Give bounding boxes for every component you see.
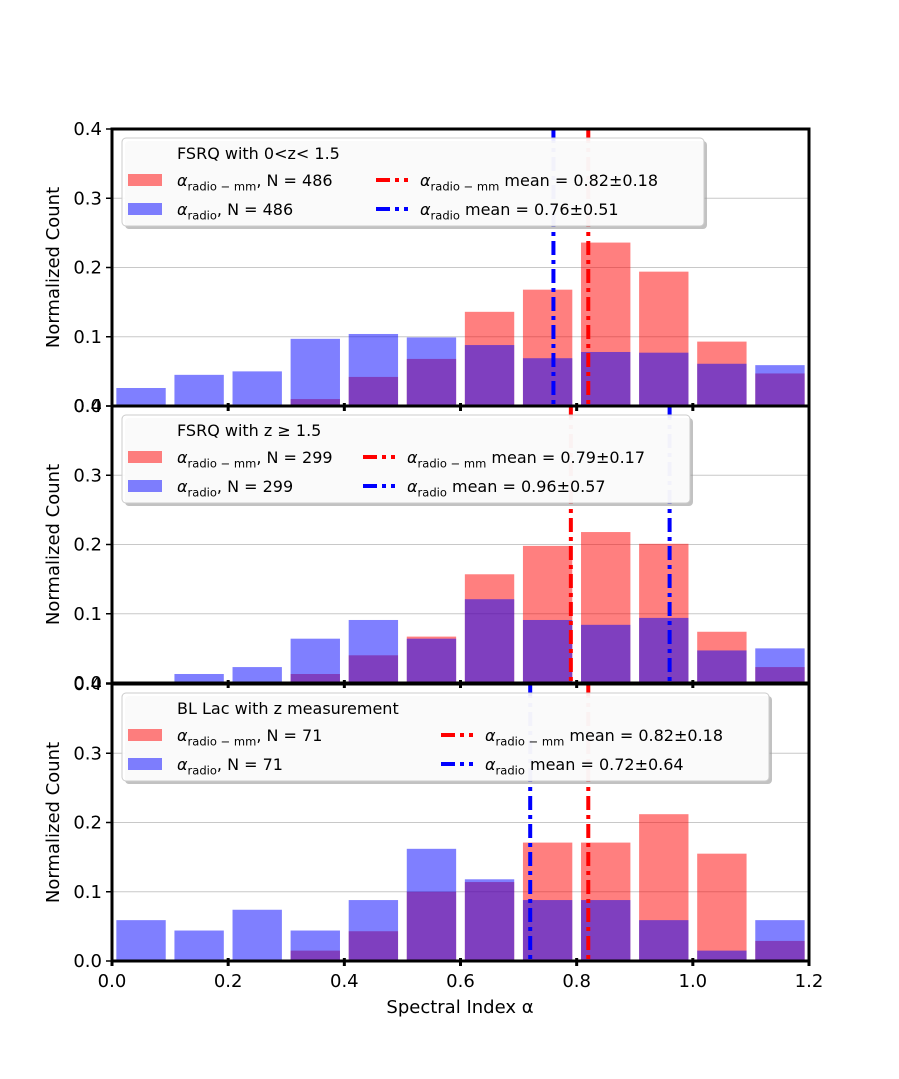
y-tick-label: 0.0 — [73, 673, 102, 694]
x-tick-label: 0.8 — [562, 971, 591, 992]
legend-label: αradio, N = 299 — [177, 477, 293, 499]
bar-radio — [464, 879, 515, 961]
x-tick-label: 0.2 — [214, 971, 243, 992]
bar-radio — [174, 930, 224, 961]
y-tick-label: 0.1 — [73, 327, 102, 348]
bar-radio — [639, 352, 689, 406]
panel-2: 0.0 0.1 0.2 0.3 0.4 Normalized Count FSRQ with… — [43, 396, 811, 694]
legend-label: αradio − mm mean = 0.79±0.17 — [407, 448, 645, 470]
bar-radio — [116, 387, 166, 406]
y-tick-label: 0.0 — [73, 396, 102, 417]
bar-radio-mm — [697, 853, 747, 961]
bar-radio — [697, 363, 747, 406]
x-tick-label: 0.0 — [98, 971, 127, 992]
bar-radio — [522, 619, 573, 683]
x-tick-label: 0.6 — [446, 971, 475, 992]
legend: BL Lac with z measurement αradio − mm, N … — [121, 692, 772, 784]
panel-3: 0.00.10.20.30.40.0 0.2 0.4 0.6 0.8 1.0 1.2Norm… — [43, 674, 823, 992]
legend-swatch — [128, 480, 162, 492]
bar-radio — [232, 667, 282, 683]
bar-radio — [290, 930, 340, 961]
y-tick-label: 0.2 — [73, 258, 102, 279]
legend-label: αradio − mm, N = 71 — [177, 726, 322, 748]
panel-1: 0.0 0.1 0.2 0.3 0.4 Normalized Count FSRQ with… — [43, 119, 811, 417]
legend-swatch — [128, 451, 162, 463]
legend-title: FSRQ with 0<z< 1.5 — [177, 144, 340, 163]
y-tick-label: 0.1 — [73, 604, 102, 625]
legend-swatch — [128, 203, 162, 215]
legend-title: FSRQ with z ≥ 1.5 — [177, 421, 321, 440]
bar-radio — [755, 920, 805, 961]
bar-radio — [290, 338, 340, 406]
y-tick-label: 0.3 — [73, 743, 102, 764]
legend-swatch — [128, 729, 162, 741]
legend-label: αradio − mm mean = 0.82±0.18 — [420, 171, 658, 193]
legend-label: αradio mean = 0.72±0.64 — [485, 755, 684, 777]
x-tick-label: 0.4 — [330, 971, 359, 992]
y-tick-label: 0.2 — [73, 535, 102, 556]
bar-radio — [755, 365, 805, 406]
legend-label: αradio, N = 71 — [177, 755, 283, 777]
y-tick-label: 0.3 — [73, 188, 102, 209]
x-tick-label: 1.0 — [679, 971, 708, 992]
bar-radio — [406, 337, 457, 406]
y-tick-label: 0.2 — [73, 813, 102, 834]
legend-swatch — [128, 758, 162, 770]
x-axis-label: Spectral Index α — [386, 997, 533, 1018]
bar-radio — [522, 358, 573, 406]
bar-radio — [174, 374, 224, 406]
y-tick-label: 0.3 — [73, 465, 102, 486]
legend: FSRQ with z ≥ 1.5 αradio − mm, N = 299 αra… — [121, 414, 693, 506]
bar-radio — [290, 638, 340, 683]
legend: FSRQ with 0<z< 1.5 αradio − mm, N = 486 αr… — [121, 137, 707, 229]
bar-radio — [348, 900, 399, 961]
legend-title: BL Lac with z measurement — [177, 699, 399, 718]
bar-radio — [464, 345, 515, 406]
bar-radio — [639, 617, 689, 683]
y-axis-label: Normalized Count — [43, 464, 64, 625]
bar-radio — [581, 624, 631, 683]
x-tick-label: 1.2 — [795, 971, 824, 992]
bar-radio — [464, 599, 515, 683]
bar-radio — [697, 650, 747, 683]
bar-radio — [755, 648, 805, 683]
bar-radio — [406, 848, 457, 961]
bar-radio — [406, 638, 457, 683]
legend-label: αradio mean = 0.76±0.51 — [420, 200, 619, 222]
legend-label: αradio mean = 0.96±0.57 — [407, 477, 606, 499]
legend-label: αradio, N = 486 — [177, 200, 293, 222]
y-axis-label: Normalized Count — [43, 742, 64, 903]
legend-swatch — [128, 174, 162, 186]
bar-radio — [174, 673, 224, 683]
bar-radio — [697, 950, 747, 961]
bar-radio — [639, 920, 689, 961]
legend-label: αradio − mm mean = 0.82±0.18 — [485, 726, 723, 748]
legend-label: αradio − mm, N = 486 — [177, 171, 333, 193]
y-tick-label: 0.4 — [73, 396, 102, 417]
bar-radio — [116, 920, 166, 961]
y-tick-label: 0.4 — [73, 674, 102, 695]
y-tick-label: 0.0 — [73, 951, 102, 972]
bar-radio — [348, 619, 399, 683]
y-tick-label: 0.4 — [73, 119, 102, 140]
bar-radio — [232, 909, 282, 961]
legend-label: αradio − mm, N = 299 — [177, 448, 333, 470]
y-tick-label: 0.1 — [73, 882, 102, 903]
y-axis-label: Normalized Count — [43, 187, 64, 348]
bar-radio — [348, 333, 399, 406]
bar-radio — [232, 371, 282, 406]
